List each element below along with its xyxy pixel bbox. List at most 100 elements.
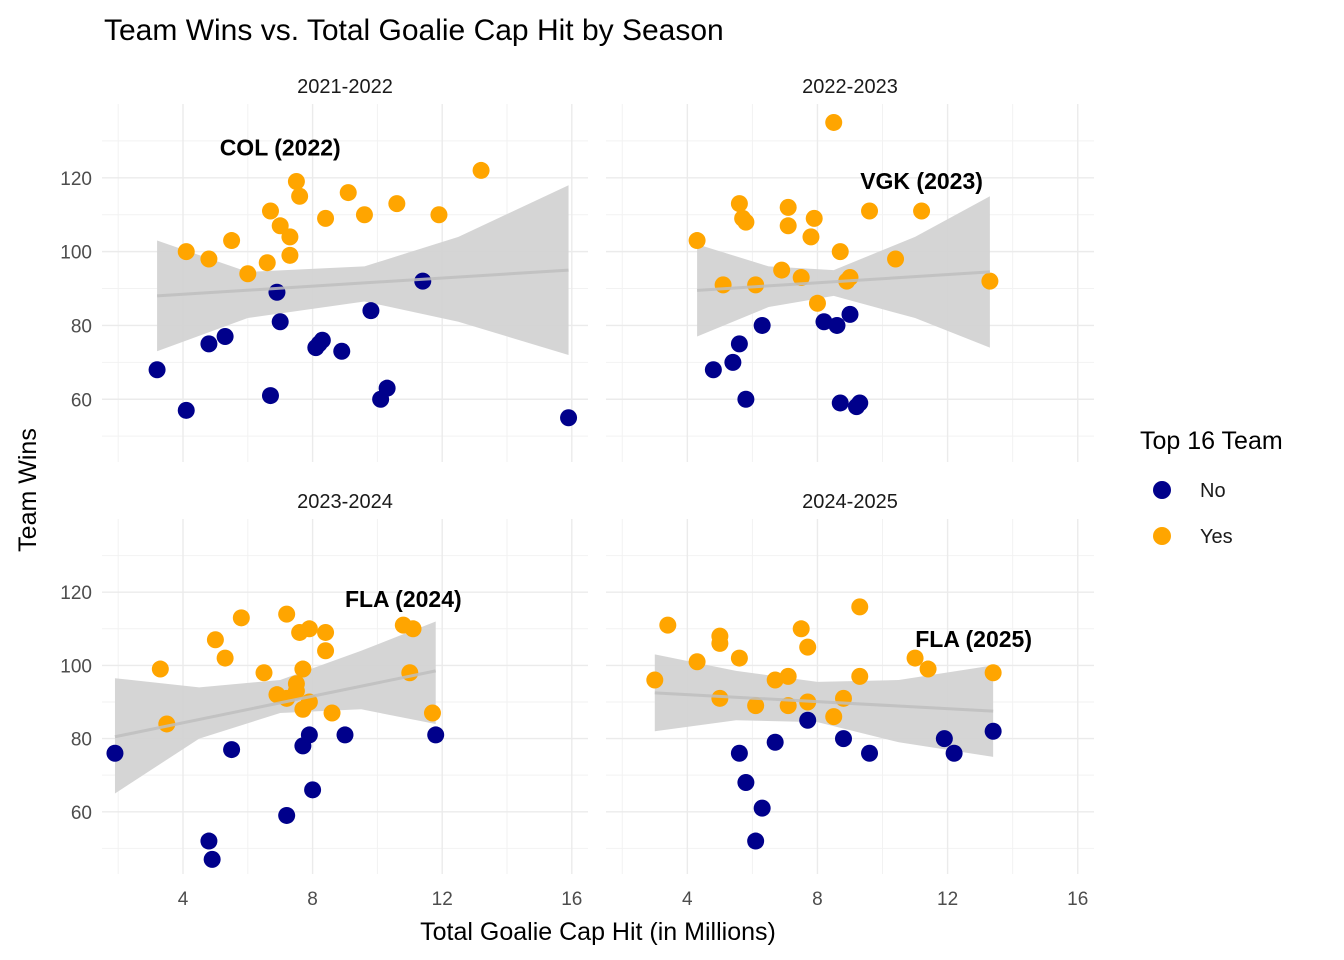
point-no: [851, 394, 869, 412]
point-no: [747, 832, 765, 850]
point-yes: [851, 667, 869, 685]
chart-title: Team Wins vs. Total Goalie Cap Hit by Se…: [104, 14, 724, 47]
point-yes: [200, 250, 218, 268]
point-yes: [232, 609, 250, 627]
x-tick-label: 12: [937, 889, 958, 910]
point-no: [831, 394, 849, 412]
point-no: [336, 726, 354, 744]
x-tick-label: 16: [561, 889, 582, 910]
legend-label-no: No: [1200, 480, 1226, 502]
point-yes: [913, 202, 931, 220]
point-no: [216, 328, 234, 346]
facet-panel: 2024-2025 FLA (2025) 4 8 12 16: [606, 491, 1094, 910]
y-axis-title: Team Wins: [14, 428, 42, 552]
point-yes: [291, 187, 309, 205]
point-yes: [711, 689, 729, 707]
point-no: [799, 711, 817, 729]
x-tick-label: 16: [1067, 889, 1088, 910]
point-yes: [317, 642, 335, 660]
point-yes: [747, 697, 765, 715]
point-yes: [281, 228, 299, 246]
point-yes: [278, 605, 296, 623]
point-yes: [300, 620, 318, 638]
annotation-label: VGK (2023): [860, 168, 983, 194]
x-tick-label: 4: [682, 889, 693, 910]
point-no: [106, 744, 124, 762]
legend-label-yes: Yes: [1200, 526, 1233, 548]
point-yes: [737, 213, 755, 231]
point-yes: [216, 649, 234, 667]
point-yes: [261, 202, 279, 220]
facet-panel: 2021-2022 COL (2022) 60 80 100 120: [60, 76, 588, 462]
point-yes: [255, 664, 273, 682]
x-tick-label: 12: [432, 889, 453, 910]
point-yes: [799, 638, 817, 656]
point-no: [333, 342, 351, 360]
point-no: [945, 744, 963, 762]
y-tick-label: 120: [60, 583, 92, 604]
point-yes: [779, 667, 797, 685]
point-no: [200, 335, 218, 353]
trend-line: [156, 268, 569, 298]
point-yes: [688, 232, 706, 250]
point-yes: [287, 675, 305, 693]
point-yes: [825, 113, 843, 131]
point-no: [200, 832, 218, 850]
point-yes: [206, 631, 224, 649]
facet-strip-label: 2023-2024: [297, 491, 393, 513]
point-yes: [861, 202, 879, 220]
point-yes: [423, 704, 441, 722]
point-no: [223, 741, 241, 759]
point-yes: [177, 243, 195, 261]
point-yes: [317, 209, 335, 227]
point-no: [304, 781, 322, 799]
point-yes: [223, 232, 241, 250]
point-yes: [430, 206, 448, 224]
point-yes: [792, 268, 810, 286]
point-yes: [271, 217, 289, 235]
point-no: [737, 390, 755, 408]
point-yes: [808, 294, 826, 312]
point-no: [378, 379, 396, 397]
facet-strip-label: 2021-2022: [297, 76, 393, 98]
point-yes: [659, 616, 677, 634]
point-yes: [355, 206, 373, 224]
point-no: [278, 806, 296, 824]
point-no: [724, 353, 742, 371]
trend-line: [654, 691, 994, 713]
point-yes: [825, 708, 843, 726]
point-no: [704, 361, 722, 379]
annotation-label: COL (2022): [220, 135, 341, 161]
point-yes: [802, 228, 820, 246]
point-yes: [851, 598, 869, 616]
point-yes: [779, 198, 797, 216]
point-no: [268, 283, 286, 301]
x-tick-label: 4: [178, 889, 189, 910]
y-tick-label: 80: [71, 730, 92, 751]
point-yes: [841, 268, 859, 286]
point-no: [427, 726, 445, 744]
facet-panel: 2022-2023 VGK (2023): [606, 76, 1094, 462]
point-yes: [730, 195, 748, 213]
point-no: [935, 730, 953, 748]
point-no: [362, 302, 380, 320]
facet-panel: 2023-2024 FLA (2024) 60 80 100 120 4 8 12 16: [60, 491, 588, 910]
point-yes: [747, 276, 765, 294]
facet-panels: 2021-2022 COL (2022) 60 80 100 120 2022-2023 VG…: [60, 76, 1094, 910]
point-yes: [919, 660, 937, 678]
point-yes: [773, 261, 791, 279]
point-no: [984, 722, 1002, 740]
legend: Top 16 Team No Yes: [1140, 427, 1283, 548]
point-no: [861, 744, 879, 762]
point-yes: [688, 653, 706, 671]
y-tick-label: 100: [60, 656, 92, 677]
point-no: [766, 733, 784, 751]
point-no: [560, 409, 578, 427]
trend-line: [114, 669, 437, 739]
point-yes: [287, 173, 305, 191]
point-yes: [792, 620, 810, 638]
point-no: [414, 272, 432, 290]
point-yes: [258, 254, 276, 272]
point-yes: [906, 649, 924, 667]
